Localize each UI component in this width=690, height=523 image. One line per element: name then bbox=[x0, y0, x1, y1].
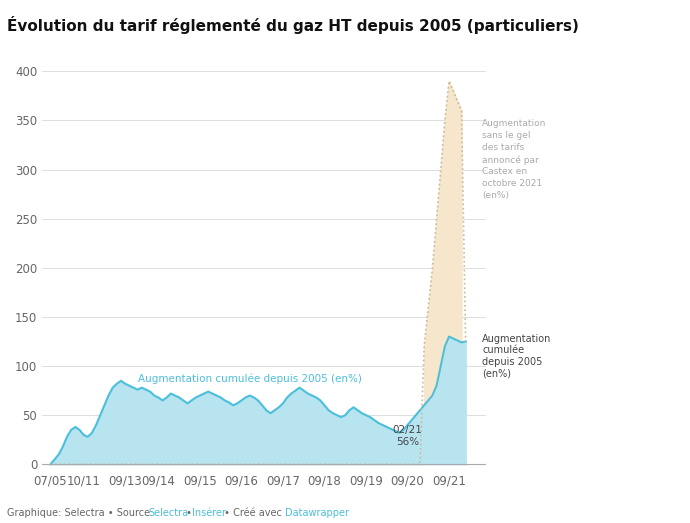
Text: Augmentation
cumulée
depuis 2005
(en%): Augmentation cumulée depuis 2005 (en%) bbox=[482, 334, 551, 379]
Text: Augmentation cumulée depuis 2005 (en%): Augmentation cumulée depuis 2005 (en%) bbox=[138, 373, 362, 384]
Text: Évolution du tarif réglementé du gaz HT depuis 2005 (particuliers): Évolution du tarif réglementé du gaz HT … bbox=[7, 16, 579, 33]
Text: Graphique: Selectra • Source:: Graphique: Selectra • Source: bbox=[7, 508, 157, 518]
Text: 02/21
56%: 02/21 56% bbox=[393, 425, 422, 447]
Text: • Créé avec: • Créé avec bbox=[221, 508, 285, 518]
Text: Augmentation
sans le gel
des tarifs
annoncé par
Castex en
octobre 2021
(en%): Augmentation sans le gel des tarifs anno… bbox=[482, 119, 546, 200]
Text: Datawrapper: Datawrapper bbox=[285, 508, 349, 518]
Text: Selectra: Selectra bbox=[148, 508, 188, 518]
Text: •: • bbox=[183, 508, 195, 518]
Text: Insérer: Insérer bbox=[192, 508, 226, 518]
